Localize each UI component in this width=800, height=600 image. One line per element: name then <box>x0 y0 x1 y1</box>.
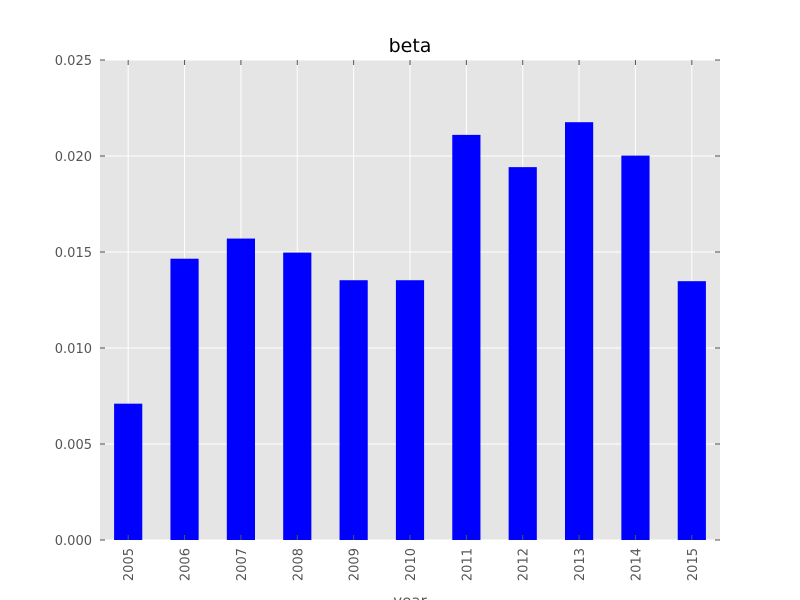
bar-2011 <box>452 134 481 540</box>
x-tick-label: 2014 <box>629 548 644 581</box>
bar-2015 <box>677 281 706 540</box>
y-tick-label: 0.005 <box>55 438 92 453</box>
x-tick-label: 2010 <box>404 548 419 581</box>
bar-2012 <box>508 167 537 541</box>
y-tick-label: 0.020 <box>55 150 92 165</box>
bar-2014 <box>621 155 650 540</box>
chart-title: beta <box>389 35 432 57</box>
bar-2013 <box>565 122 594 540</box>
x-tick-label: 2012 <box>517 548 532 581</box>
bar-2007 <box>226 238 255 540</box>
bar-2006 <box>170 258 199 540</box>
bar-2005 <box>114 403 143 540</box>
bar-2010 <box>395 280 425 540</box>
y-tick-label: 0.025 <box>55 54 92 69</box>
x-tick-label: 2005 <box>122 548 137 581</box>
x-tick-label: 2008 <box>291 548 306 581</box>
bar-2008 <box>283 252 312 541</box>
x-tick-label: 2009 <box>348 548 363 581</box>
x-tick-label: 2013 <box>573 548 588 581</box>
axis-ticks <box>100 59 720 541</box>
y-tick-labels: 0.000 0.005 0.010 0.015 0.020 0.025 <box>55 54 92 549</box>
x-tick-labels: 2005 2006 2007 2008 2009 2010 2011 2012 2013 2014… <box>122 548 701 581</box>
bar-2009 <box>339 280 368 540</box>
bars <box>114 122 706 541</box>
x-tick-label: 2015 <box>686 548 701 581</box>
x-axis-label: year <box>393 592 427 600</box>
x-tick-label: 2011 <box>460 548 475 581</box>
y-tick-label: 0.000 <box>55 534 92 549</box>
x-tick-label: 2007 <box>235 548 250 581</box>
y-tick-label: 0.010 <box>55 342 92 357</box>
x-tick-label: 2006 <box>179 548 194 581</box>
y-tick-label: 0.015 <box>55 246 92 261</box>
